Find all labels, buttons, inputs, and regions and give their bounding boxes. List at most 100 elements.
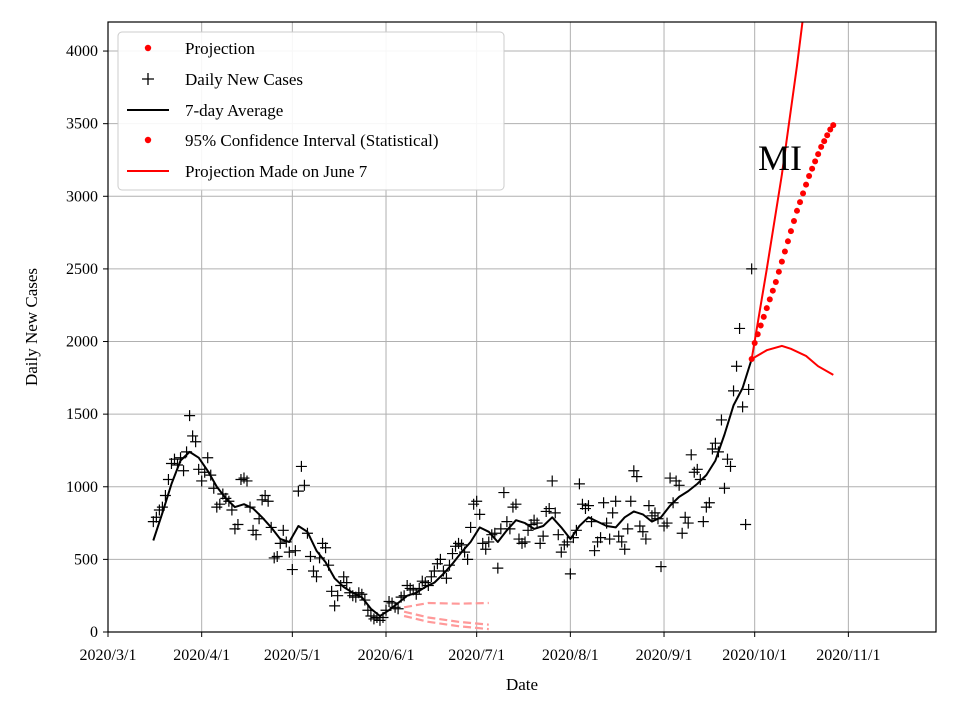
daily-case-marker bbox=[235, 474, 247, 485]
daily-case-marker bbox=[386, 597, 398, 609]
daily-case-marker bbox=[196, 475, 208, 487]
daily-case-marker bbox=[304, 550, 316, 562]
daily-case-marker bbox=[634, 520, 646, 532]
daily-case-marker bbox=[468, 498, 480, 510]
daily-case-marker bbox=[341, 577, 353, 589]
legend-label: Projection bbox=[185, 39, 255, 58]
projection-point bbox=[748, 355, 755, 362]
projection-point bbox=[754, 331, 761, 338]
daily-case-marker bbox=[247, 524, 259, 536]
daily-case-marker bbox=[598, 497, 610, 509]
daily-case-marker bbox=[175, 452, 187, 464]
projection-point bbox=[797, 199, 804, 206]
plot-frame bbox=[107, 21, 937, 633]
daily-case-marker bbox=[740, 519, 752, 531]
daily-case-marker bbox=[277, 524, 289, 536]
daily-case-marker bbox=[350, 591, 362, 603]
axis-ticks: 2020/3/1 2020/4/1 2020/5/1 2020/6/1 2020/7/1… bbox=[66, 43, 881, 664]
daily-case-marker bbox=[640, 533, 652, 545]
daily-case-marker bbox=[703, 497, 715, 509]
daily-case-marker bbox=[540, 505, 552, 517]
x-tick-label: 2020/5/1 bbox=[264, 647, 321, 664]
annotation-label: MI bbox=[758, 138, 802, 178]
y-axis-label: Daily New Cases bbox=[22, 268, 41, 386]
daily-case-marker bbox=[359, 594, 371, 606]
projection-point bbox=[800, 190, 807, 197]
daily-case-marker bbox=[223, 495, 235, 507]
daily-case-marker bbox=[416, 575, 428, 587]
daily-case-marker bbox=[489, 527, 501, 539]
daily-case-marker bbox=[676, 527, 688, 539]
daily-case-marker bbox=[347, 590, 359, 602]
daily-case-marker bbox=[664, 472, 676, 484]
seven-day-average-line bbox=[152, 358, 753, 617]
daily-case-marker bbox=[159, 489, 171, 501]
daily-case-marker bbox=[631, 471, 643, 483]
daily-case-marker bbox=[685, 449, 697, 461]
daily-case-marker bbox=[576, 498, 588, 510]
daily-case-marker bbox=[286, 564, 298, 576]
daily-case-marker bbox=[446, 548, 458, 560]
daily-case-marker bbox=[607, 507, 619, 519]
daily-case-marker bbox=[259, 489, 271, 501]
daily-case-marker bbox=[706, 443, 718, 455]
daily-case-marker bbox=[537, 530, 549, 542]
series-group bbox=[147, 22, 837, 631]
daily-case-marker bbox=[187, 430, 199, 442]
legend-label: Projection Made on June 7 bbox=[185, 162, 368, 181]
daily-case-marker bbox=[214, 498, 226, 510]
daily-case-marker bbox=[172, 459, 184, 471]
daily-case-marker bbox=[567, 532, 579, 544]
daily-case-marker bbox=[256, 494, 268, 506]
daily-case-marker bbox=[700, 501, 712, 513]
daily-case-marker bbox=[422, 580, 434, 592]
x-tick-label: 2020/9/1 bbox=[636, 647, 693, 664]
daily-case-marker bbox=[244, 501, 256, 513]
daily-case-marker bbox=[184, 410, 196, 422]
daily-case-marker bbox=[712, 446, 724, 458]
legend-dot-icon bbox=[144, 44, 152, 52]
legend-dot-icon bbox=[144, 136, 152, 144]
daily-case-marker bbox=[652, 513, 664, 525]
projection-point bbox=[787, 228, 794, 235]
projection-point bbox=[781, 248, 788, 255]
daily-case-marker bbox=[483, 536, 495, 548]
daily-case-marker bbox=[147, 516, 159, 528]
daily-case-marker bbox=[734, 322, 746, 334]
daily-case-marker bbox=[564, 568, 576, 580]
daily-case-marker bbox=[525, 519, 537, 531]
daily-case-marker bbox=[193, 463, 205, 475]
daily-case-marker bbox=[238, 472, 250, 484]
projection-point bbox=[812, 158, 819, 165]
projection-point bbox=[830, 122, 837, 129]
daily-case-marker bbox=[552, 529, 564, 541]
y-tick-label: 1500 bbox=[66, 406, 98, 423]
june7-projection-line bbox=[403, 610, 489, 626]
daily-case-marker bbox=[456, 539, 468, 551]
legend-label: 7-day Average bbox=[185, 101, 283, 120]
daily-case-marker bbox=[694, 474, 706, 485]
projection-point bbox=[766, 296, 773, 303]
daily-case-marker bbox=[368, 613, 380, 625]
projection-point bbox=[775, 268, 782, 275]
daily-case-marker bbox=[232, 519, 244, 531]
daily-case-marker bbox=[731, 360, 743, 372]
daily-case-marker bbox=[625, 495, 637, 507]
projection-point bbox=[806, 172, 813, 179]
daily-case-marker bbox=[682, 517, 694, 529]
daily-case-marker bbox=[582, 500, 594, 512]
projection-point bbox=[760, 313, 767, 320]
daily-case-marker bbox=[715, 414, 727, 426]
y-tick-label: 500 bbox=[74, 551, 98, 568]
daily-case-marker bbox=[522, 524, 534, 536]
daily-case-marker bbox=[498, 487, 510, 499]
daily-case-marker bbox=[661, 517, 673, 529]
projection-point bbox=[769, 287, 776, 294]
legend-item-projection: Projection bbox=[144, 39, 255, 58]
daily-case-marker bbox=[374, 614, 386, 626]
x-tick-label: 2020/4/1 bbox=[173, 647, 230, 664]
daily-case-marker bbox=[389, 601, 401, 613]
daily-case-marker bbox=[543, 503, 555, 515]
daily-case-marker bbox=[443, 559, 455, 571]
x-tick-label: 2020/6/1 bbox=[358, 647, 415, 664]
